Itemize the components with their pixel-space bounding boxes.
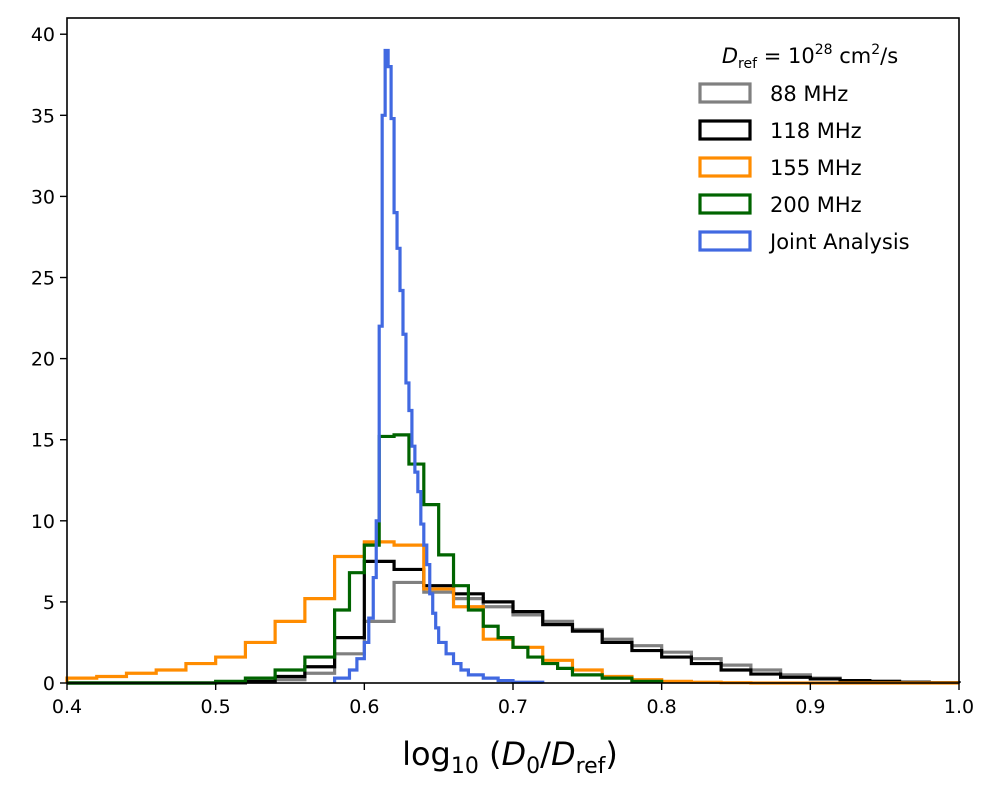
series-joint-analysis [333,48,545,684]
y-tick-label: 35 [31,105,55,127]
legend-swatch [698,193,752,215]
legend-label: 118 MHz [770,119,862,143]
legend-swatch [698,156,752,178]
x-tick-label: 0.7 [498,696,528,718]
x-tick-label: 1.0 [944,696,974,718]
y-tick-label: 30 [31,186,55,208]
y-tick-label: 10 [31,511,55,533]
legend: Dref = 1028 cm2/s 88 MHz 118 MHz 155 MHz 20… [698,42,910,254]
legend-title: Dref = 1028 cm2/s [722,42,898,72]
x-tick-label: 0.6 [349,696,379,718]
y-tick-label: 5 [43,592,55,614]
legend-entries: 88 MHz 118 MHz 155 MHz 200 MHz Joint Analysi… [698,82,910,254]
legend-label: 88 MHz [770,82,848,106]
series-200-mhz [67,433,664,685]
y-tick-label: 25 [31,268,55,290]
x-tick-label: 0.9 [795,696,825,718]
x-tick-label: 0.5 [201,696,231,718]
legend-label: 200 MHz [770,193,862,217]
legend-swatch [698,82,752,104]
y-axis-ticks: 0 5 10 15 20 25 30 35 40 [31,24,67,695]
x-axis-ticks: 0.4 0.5 0.6 0.7 0.8 0.9 1.0 [52,683,974,718]
y-tick-label: 15 [31,430,55,452]
y-tick-label: 40 [31,24,55,46]
y-tick-label: 0 [43,673,55,695]
legend-label: Joint Analysis [768,230,910,254]
legend-label: 155 MHz [770,156,862,180]
legend-swatch [698,119,752,141]
y-tick-label: 20 [31,349,55,371]
x-tick-label: 0.4 [52,696,82,718]
legend-swatch [698,230,752,252]
series-118-mhz [67,559,961,685]
x-tick-label: 0.8 [647,696,677,718]
